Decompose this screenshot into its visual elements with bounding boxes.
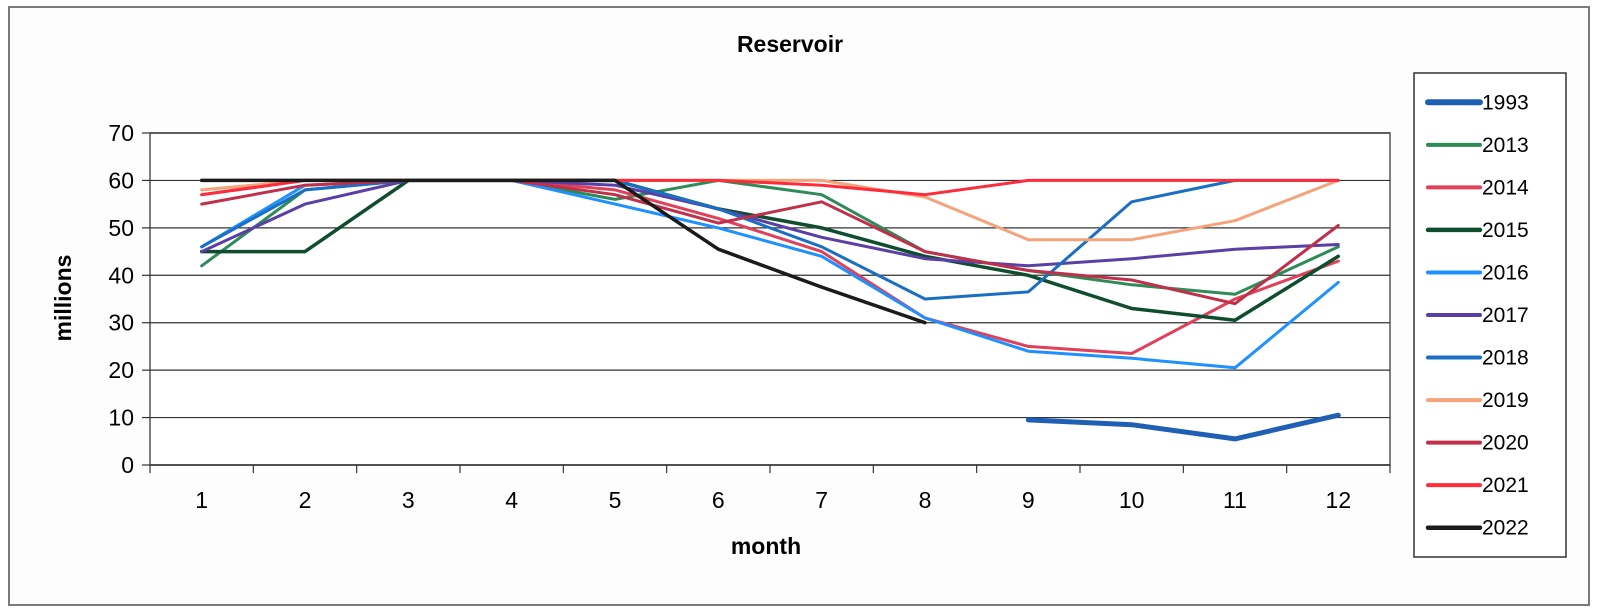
x-tick-label: 8 [919,487,932,513]
series-line-2017 [200,178,1340,268]
legend-label-2022: 2022 [1482,517,1529,540]
x-tick-label: 5 [609,487,622,513]
x-tick-label: 6 [712,487,725,513]
x-tick-label: 10 [1119,487,1145,513]
y-tick-label: 30 [108,310,134,336]
legend-label-2013: 2013 [1482,134,1529,157]
legend-label-2014: 2014 [1482,176,1529,199]
legend-label-2018: 2018 [1482,347,1529,370]
x-tick-label: 12 [1326,487,1352,513]
legend-label-1993: 1993 [1482,91,1529,114]
legend-label-2020: 2020 [1482,432,1529,455]
x-tick-label: 11 [1223,487,1247,513]
legend-label-2021: 2021 [1482,474,1529,497]
series-line-2022 [199,178,927,325]
series-line-2015 [199,178,1341,323]
x-tick-label: 4 [505,487,518,513]
legend-label-2017: 2017 [1482,304,1529,327]
legend-label-2019: 2019 [1482,389,1529,412]
y-tick-label: 60 [108,167,134,193]
legend-label-2015: 2015 [1482,219,1529,242]
x-tick-label: 2 [299,487,312,513]
legend-label-2016: 2016 [1482,261,1529,284]
x-tick-label: 3 [402,487,415,513]
y-axis-title: millions [50,255,76,342]
y-tick-label: 50 [108,215,134,241]
y-tick-label: 0 [121,452,134,478]
chart-title: Reservoir [737,31,843,57]
x-tick-label: 7 [815,487,828,513]
x-tick-label: 1 [195,487,208,513]
y-tick-label: 70 [108,120,134,146]
y-tick-label: 10 [108,405,134,431]
x-axis-title: month [731,533,801,559]
y-tick-label: 20 [108,357,134,383]
legend: 1993 2013 2014 2015 2016 2017 2018 2019 2020 2021… [1413,72,1567,558]
y-tick-label: 40 [108,262,134,288]
x-tick-label: 9 [1022,487,1035,513]
series-line-1993 [1025,412,1341,442]
